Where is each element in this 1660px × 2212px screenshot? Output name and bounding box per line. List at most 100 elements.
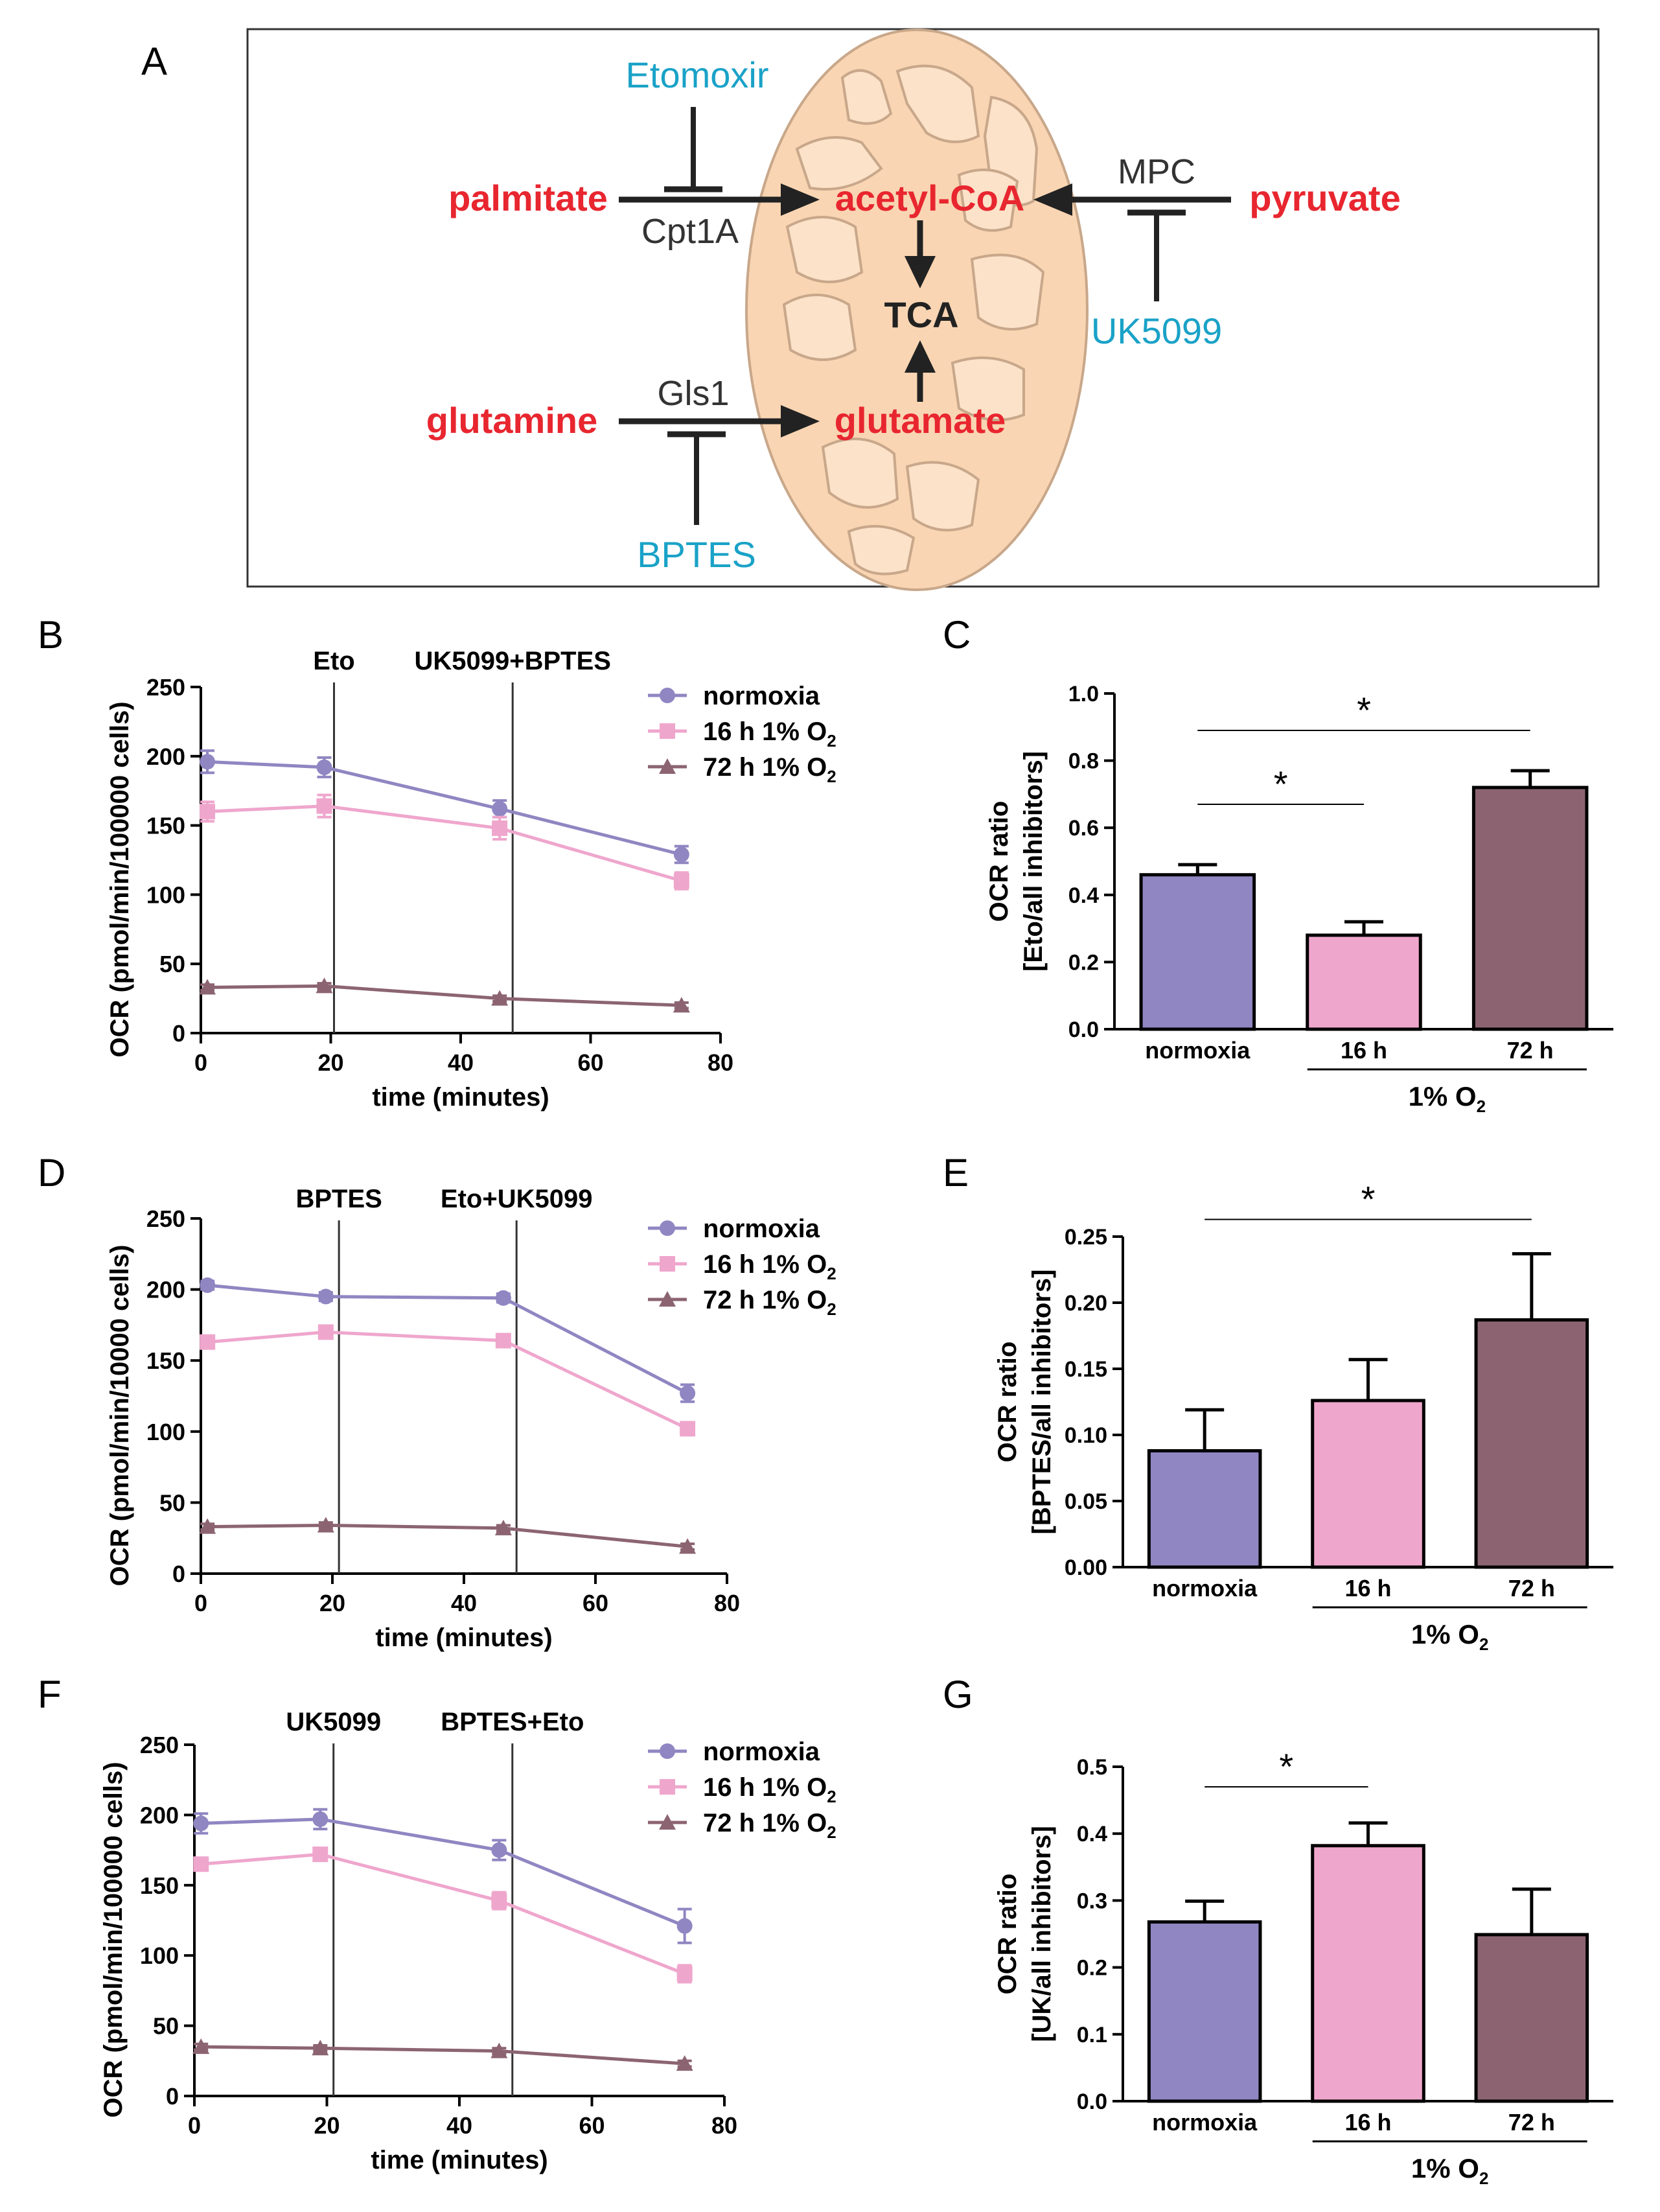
y-tick-label: 0.10 [1065, 1423, 1107, 1448]
group-label: 1% O2 [1409, 1081, 1486, 1116]
injection-label: BPTES+Eto [441, 1708, 584, 1736]
x-tick-label: 60 [577, 1049, 603, 1076]
y-tick-label: 50 [159, 1489, 185, 1516]
data-point [200, 804, 216, 820]
significance-star: * [1361, 1178, 1376, 1219]
legend-subscript: 2 [827, 1822, 836, 1842]
group-label-text: 1% O [1411, 2153, 1479, 2183]
data-point [491, 1842, 507, 1858]
legend-subscript: 2 [827, 731, 836, 751]
bar [1311, 1399, 1425, 1569]
y-tick-label: 200 [146, 1277, 185, 1303]
series-line [207, 1523, 688, 1548]
data-point [492, 800, 508, 817]
panel-label-g: G [943, 1673, 973, 1716]
x-axis-title: time (minutes) [371, 2146, 548, 2174]
significance-star: * [1274, 763, 1288, 804]
data-point [673, 997, 690, 1013]
panel-label-c: C [943, 613, 971, 657]
legend-label: 72 h 1% O2 [703, 753, 836, 786]
mpc-label: MPC [1118, 152, 1195, 191]
legend-label: 72 h 1% O2 [703, 1809, 836, 1842]
data-point [200, 1277, 216, 1294]
chart-c-bar: 0.0 0.2 0.4 0.6 0.8 1.0 OCR ratio [Eto/all inhi… [985, 682, 1613, 1116]
y-axis-title: OCR (pmol/min/100000 cells) [106, 701, 134, 1057]
panel-label-b: B [38, 613, 63, 657]
y-tick-label: 1.0 [1068, 682, 1099, 706]
cpt1a-label: Cpt1A [641, 212, 739, 251]
legend-label: 16 h 1% O2 [703, 1773, 836, 1806]
significance-star: * [1357, 690, 1371, 730]
y-tick-label: 0.8 [1068, 749, 1099, 774]
x-tick-label: 16 h [1341, 1037, 1387, 1064]
data-point [200, 1334, 216, 1350]
data-point [491, 1892, 507, 1909]
panel-label-f: F [38, 1673, 62, 1716]
legend-marker [660, 1743, 675, 1759]
legend-subscript: 2 [827, 1299, 836, 1319]
data-point [676, 1966, 693, 1982]
x-tick-label: 0 [188, 2112, 201, 2139]
legend-marker [660, 723, 675, 739]
legend-label: 72 h 1% O2 [703, 1286, 836, 1319]
bar [1471, 786, 1589, 1031]
x-tick-label: 60 [582, 1590, 608, 1616]
x-tick-label: 0 [194, 1590, 207, 1616]
y-axis-subtitle: [BPTES/all inhibitors] [1028, 1270, 1056, 1535]
legend-label: normoxia [703, 682, 820, 710]
data-point [680, 1385, 696, 1401]
y-tick-label: 0.2 [1068, 950, 1099, 975]
legend-marker [660, 1256, 675, 1272]
series-line [201, 1852, 686, 1975]
arrowhead-tca-up [905, 340, 936, 373]
y-tick-label: 250 [140, 1732, 179, 1758]
x-tick-label: 72 h [1508, 2109, 1555, 2136]
glutamate-label: glutamate [835, 400, 1006, 441]
y-tick-label: 100 [146, 881, 185, 908]
bar [1147, 1920, 1262, 2103]
x-axis-title: time (minutes) [375, 1624, 552, 1652]
etomoxir-label: Etomoxir [626, 54, 769, 95]
y-axis-title: OCR ratio [993, 1342, 1022, 1463]
y-tick-label: 0.25 [1065, 1225, 1107, 1250]
injection-label: UK5099+BPTES [414, 647, 610, 675]
x-tick-label: 20 [317, 1049, 343, 1076]
bar [1139, 873, 1256, 1031]
y-tick-label: 200 [140, 1802, 179, 1828]
injection-label: UK5099 [286, 1708, 381, 1736]
y-tick-label: 50 [153, 2013, 179, 2040]
bar [1311, 1844, 1425, 2103]
data-point [193, 1856, 209, 1872]
tca-label: TCA [884, 294, 958, 335]
series-line [207, 1283, 689, 1395]
x-tick-label: 20 [314, 2112, 340, 2139]
panel-label-e: E [943, 1151, 969, 1194]
x-tick-label: 40 [451, 1590, 477, 1616]
legend-marker [659, 1291, 676, 1307]
data-point [312, 1846, 329, 1863]
y-axis-title: OCR (pmol/min/10000 cells) [106, 1245, 134, 1587]
uk5099-label: UK5099 [1091, 310, 1222, 351]
y-tick-label: 0.1 [1077, 2023, 1107, 2047]
pyruvate-label: pyruvate [1249, 178, 1400, 218]
data-point [676, 1918, 693, 1934]
y-axis-title: OCR ratio [985, 801, 1013, 922]
legend-label: 16 h 1% O2 [703, 1250, 836, 1283]
y-tick-label: 0.4 [1077, 1822, 1107, 1846]
x-tick-label: 80 [714, 1590, 740, 1616]
legend-text: 16 h 1% O [703, 1773, 827, 1802]
group-label-subscript: 2 [1477, 1097, 1486, 1116]
data-point [200, 754, 216, 770]
x-tick-label: 72 h [1507, 1037, 1554, 1064]
x-tick-label: 60 [579, 2112, 605, 2139]
legend-text: 72 h 1% O [703, 1286, 827, 1314]
legend-text: normoxia [703, 1215, 820, 1243]
y-tick-label: 0.5 [1077, 1755, 1107, 1780]
legend-label: normoxia [703, 1215, 820, 1243]
palmitate-label: palmitate [448, 178, 608, 218]
pathway-labels: Etomoxir UK5099 BPTES Cpt1A MPC Gls1 pal… [426, 54, 1401, 575]
data-point [676, 2055, 693, 2071]
x-tick-label: 40 [446, 2112, 472, 2139]
y-axis-title: OCR (pmol/min/100000 cells) [99, 1762, 128, 2117]
chart-b-line: 0 50 100 150 200 250 0 20 40 60 80 time (minutes) OC… [106, 647, 836, 1112]
